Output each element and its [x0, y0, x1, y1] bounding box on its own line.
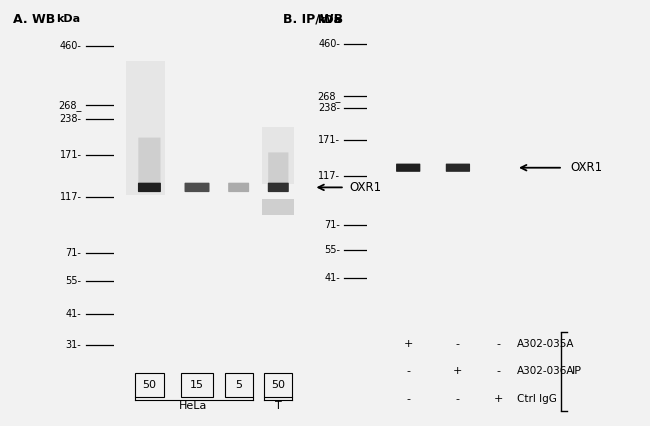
Text: 50: 50: [271, 380, 285, 390]
FancyBboxPatch shape: [268, 153, 289, 184]
FancyBboxPatch shape: [185, 183, 209, 192]
Text: A. WB: A. WB: [13, 12, 55, 26]
Text: A302-035A: A302-035A: [517, 339, 575, 349]
FancyBboxPatch shape: [138, 138, 161, 184]
FancyBboxPatch shape: [396, 164, 421, 172]
Text: 171-: 171-: [318, 135, 340, 145]
Bar: [181, 373, 213, 397]
Text: 55-: 55-: [324, 245, 340, 254]
Text: 41-: 41-: [324, 273, 340, 283]
Text: 71-: 71-: [324, 220, 340, 230]
FancyBboxPatch shape: [228, 183, 249, 192]
Text: -: -: [497, 366, 501, 376]
Text: -: -: [456, 394, 460, 404]
Text: +: +: [453, 366, 463, 376]
Text: 31-: 31-: [66, 340, 81, 350]
Text: 15: 15: [190, 380, 204, 390]
Text: OXR1: OXR1: [350, 181, 382, 194]
Bar: [265, 373, 292, 397]
Text: OXR1: OXR1: [571, 161, 603, 174]
Text: kDa: kDa: [57, 14, 81, 23]
Text: 55-: 55-: [66, 276, 81, 286]
Text: -: -: [456, 339, 460, 349]
Bar: [125, 61, 165, 195]
Text: 171-: 171-: [60, 150, 81, 160]
Bar: [135, 373, 164, 397]
Text: 50: 50: [142, 380, 157, 390]
Text: 71-: 71-: [66, 248, 81, 258]
Text: 268_: 268_: [317, 91, 340, 101]
FancyBboxPatch shape: [446, 164, 470, 172]
FancyBboxPatch shape: [268, 183, 289, 192]
Bar: [225, 373, 252, 397]
Text: Ctrl IgG: Ctrl IgG: [517, 394, 557, 404]
Text: kDa: kDa: [317, 14, 341, 25]
Text: B. IP/WB: B. IP/WB: [283, 12, 343, 26]
Text: HeLa: HeLa: [179, 401, 208, 411]
Text: -: -: [497, 339, 501, 349]
Text: -: -: [406, 366, 410, 376]
Text: 238-: 238-: [318, 103, 340, 112]
Text: 460-: 460-: [60, 40, 81, 51]
Text: 238-: 238-: [60, 114, 81, 124]
Bar: [263, 199, 294, 215]
Text: 117-: 117-: [318, 171, 340, 181]
Text: 460-: 460-: [318, 39, 340, 49]
Text: 5: 5: [235, 380, 242, 390]
FancyBboxPatch shape: [138, 183, 161, 192]
Text: T: T: [275, 401, 281, 411]
Text: 41-: 41-: [66, 308, 81, 319]
Text: +: +: [404, 339, 413, 349]
Bar: [263, 127, 294, 184]
Text: 268_: 268_: [58, 100, 81, 111]
Text: A302-036A: A302-036A: [517, 366, 575, 376]
Text: +: +: [494, 394, 504, 404]
Text: IP: IP: [573, 366, 582, 377]
Text: -: -: [406, 394, 410, 404]
Text: 117-: 117-: [60, 193, 81, 202]
